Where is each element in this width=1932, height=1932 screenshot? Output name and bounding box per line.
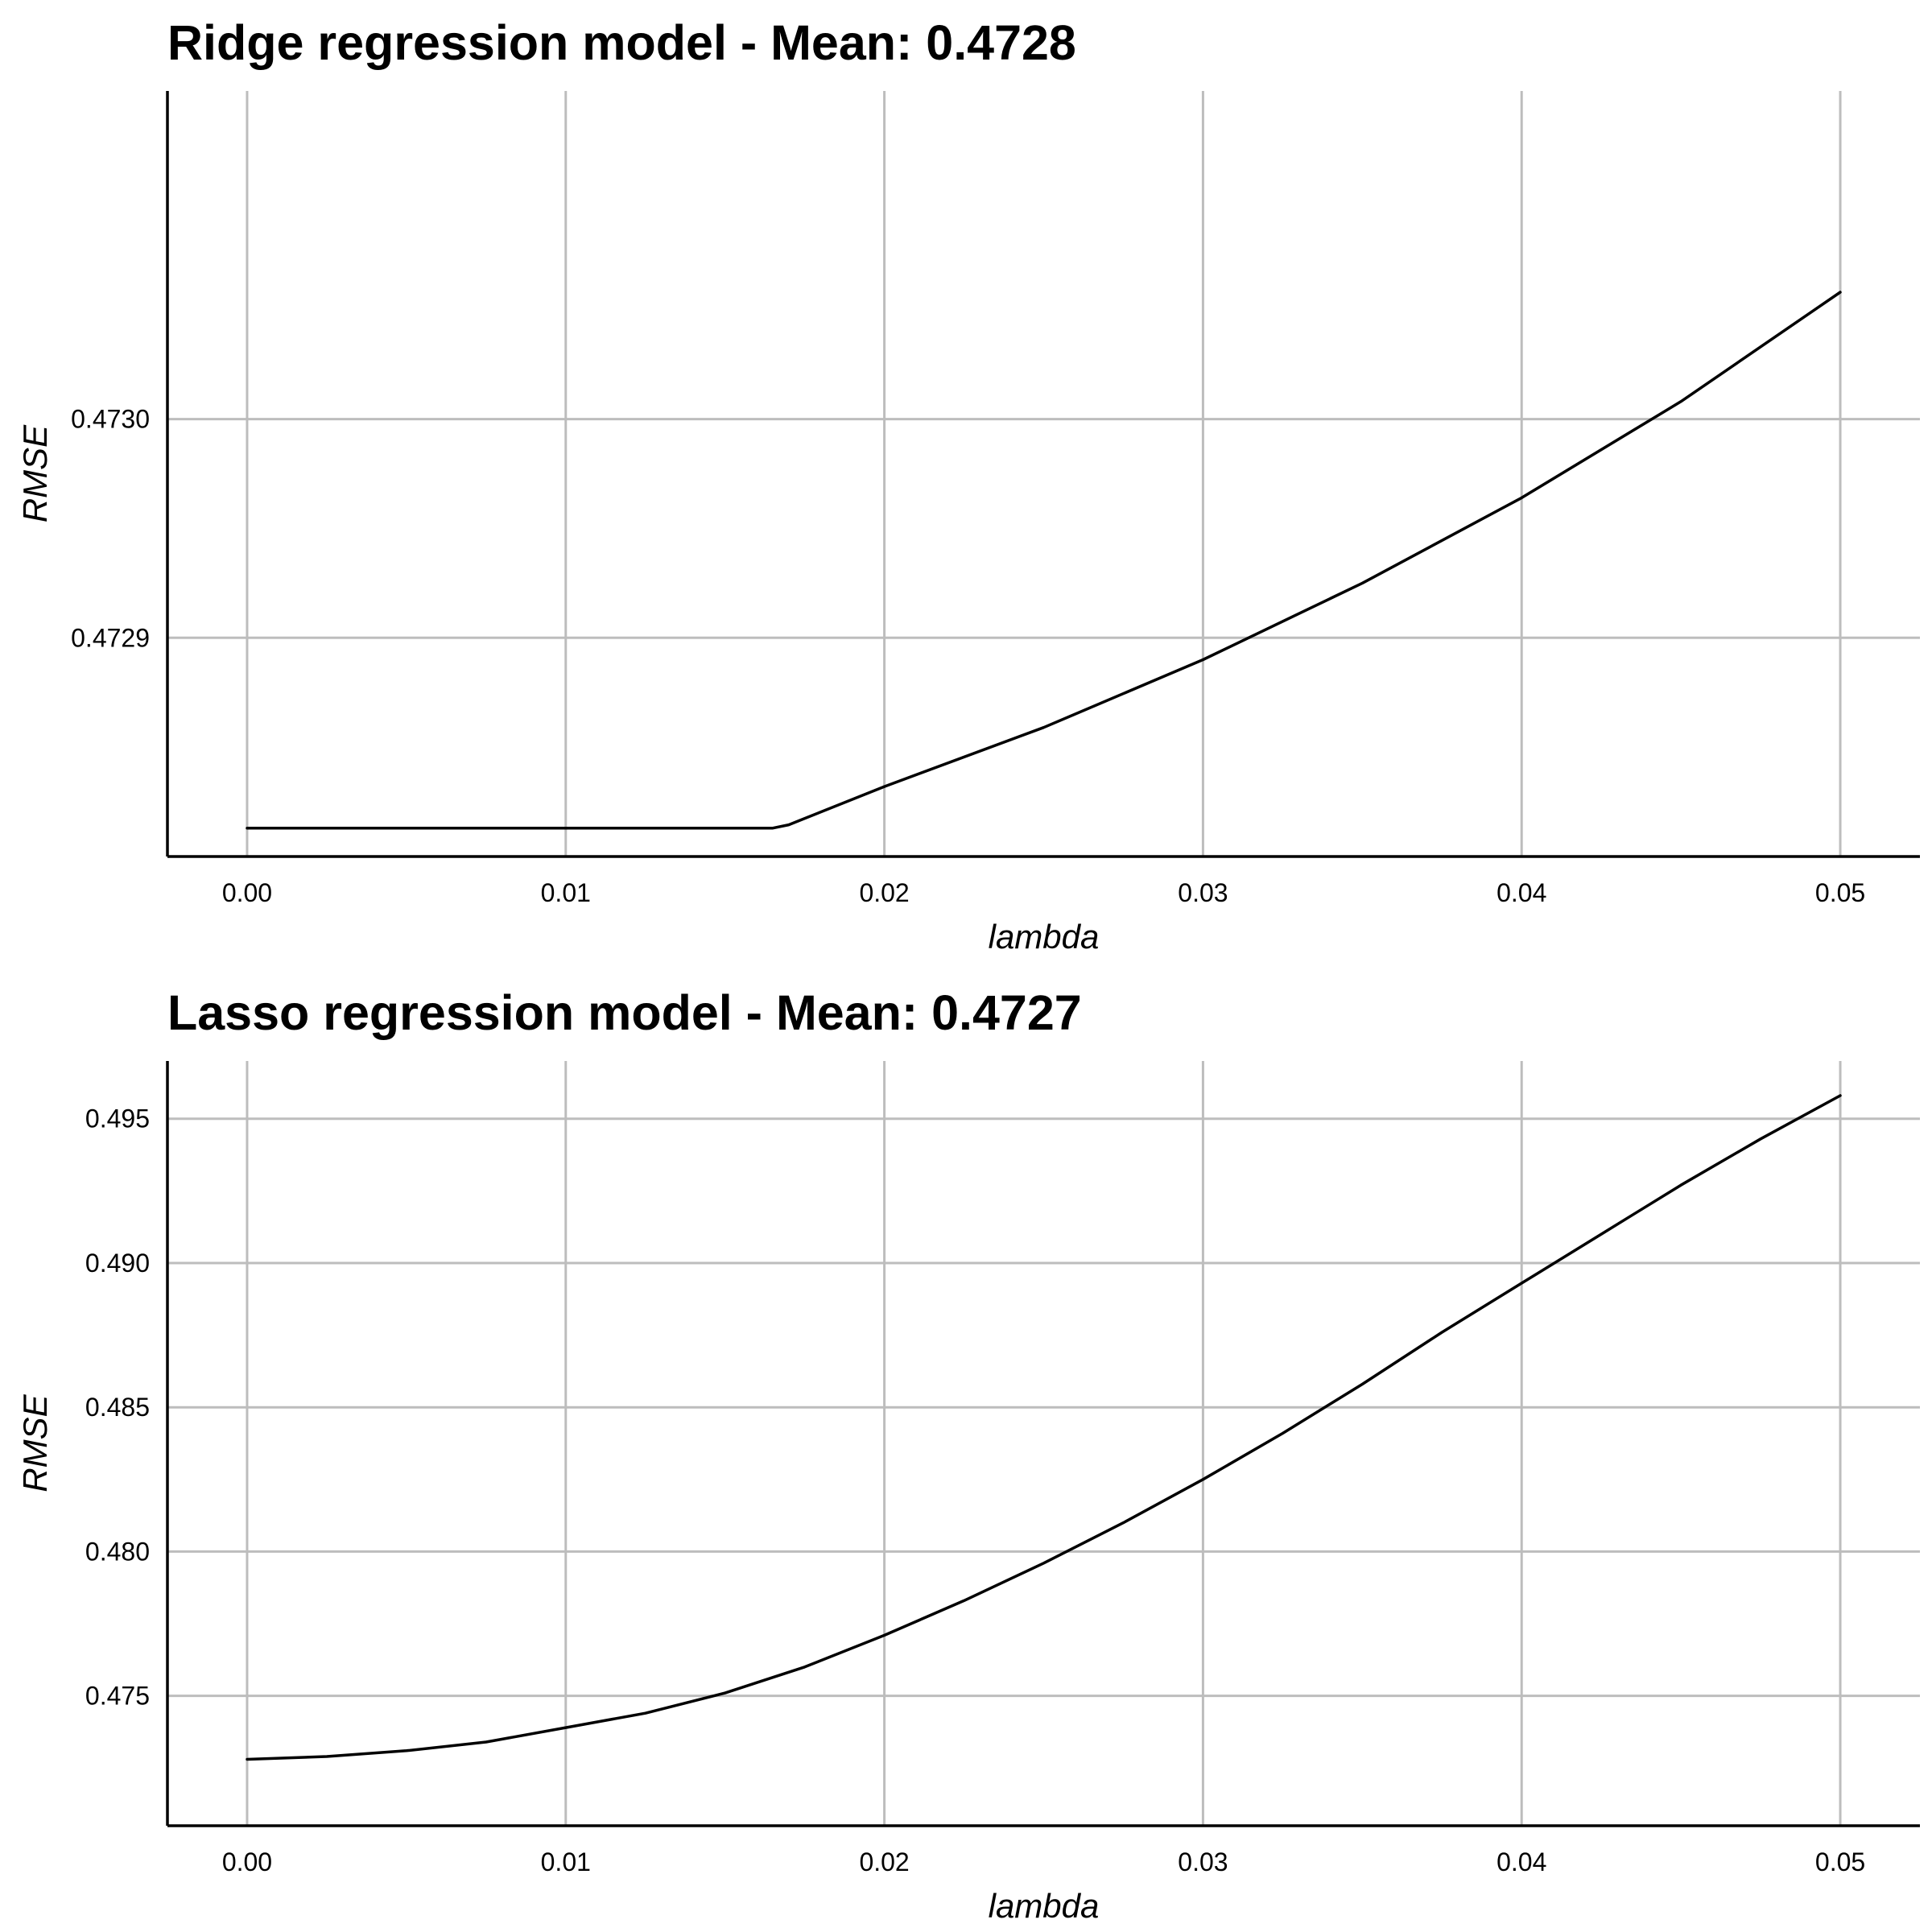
ridge-x-tick-label: 0.00 <box>222 878 272 907</box>
lasso-x-tick-label: 0.05 <box>1815 1847 1865 1876</box>
lasso-y-tick-label: 0.475 <box>85 1682 150 1711</box>
ridge-series-line <box>246 291 1842 830</box>
lasso-y-tick-label: 0.490 <box>85 1249 150 1278</box>
lasso-x-tick-label: 0.00 <box>222 1847 272 1876</box>
ridge-x-axis-title: lambda <box>989 918 1100 956</box>
ridge-chart-panel: 0.00 0.01 0.02 0.03 0.04 0.05 0.4729 0.4730 Ridg… <box>16 15 1920 956</box>
lasso-chart-panel: 0.00 0.01 0.02 0.03 0.04 0.05 0.475 0.480 0.485 0… <box>16 985 1920 1925</box>
ridge-x-tick-label: 0.02 <box>859 878 909 907</box>
ridge-y-axis-title: RMSE <box>16 424 54 522</box>
ridge-x-tick-label: 0.01 <box>541 878 591 907</box>
lasso-x-tick-label: 0.04 <box>1496 1847 1546 1876</box>
ridge-x-tick-label: 0.03 <box>1178 878 1228 907</box>
ridge-x-tick-label: 0.04 <box>1496 878 1546 907</box>
lasso-y-axis-title: RMSE <box>16 1393 54 1492</box>
lasso-chart-title: Lasso regression model - Mean: 0.4727 <box>167 985 1082 1040</box>
lasso-x-tick-label: 0.02 <box>859 1847 909 1876</box>
lasso-y-tick-label: 0.485 <box>85 1393 150 1422</box>
ridge-chart-title: Ridge regression model - Mean: 0.4728 <box>167 15 1076 70</box>
ridge-x-tick-label: 0.05 <box>1815 878 1865 907</box>
ridge-y-tick-label: 0.4729 <box>71 623 150 652</box>
lasso-x-tick-label: 0.01 <box>541 1847 591 1876</box>
ridge-y-tick-label: 0.4730 <box>71 405 150 434</box>
lasso-x-axis-title: lambda <box>989 1887 1100 1925</box>
lasso-y-tick-label: 0.480 <box>85 1537 150 1566</box>
lasso-y-tick-label: 0.495 <box>85 1104 150 1133</box>
lasso-x-tick-label: 0.03 <box>1178 1847 1228 1876</box>
lasso-series-line <box>246 1094 1842 1761</box>
